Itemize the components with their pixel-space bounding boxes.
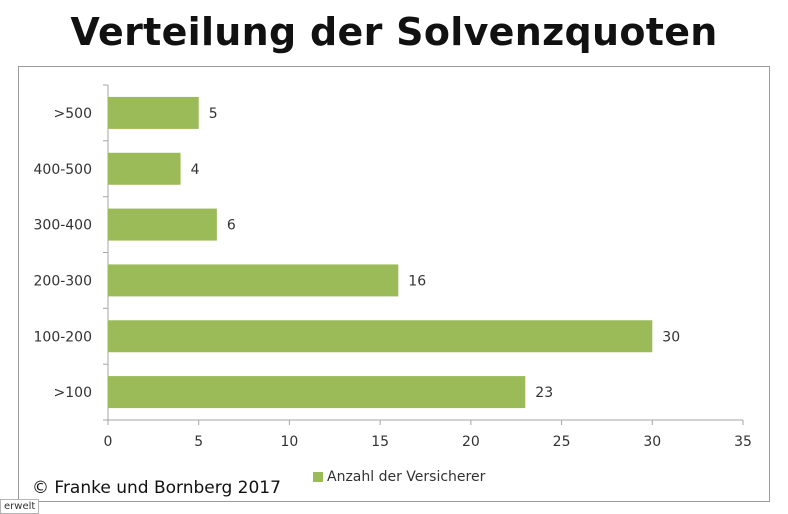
- legend: Anzahl der Versicherer: [313, 469, 485, 485]
- page-title: Verteilung der Solvenzquoten: [70, 10, 718, 54]
- x-tick-label: 15: [371, 434, 389, 450]
- data-label: 5: [209, 106, 218, 122]
- x-tick-label: 35: [734, 434, 752, 450]
- bar: [108, 96, 199, 129]
- category-label: >500: [54, 106, 92, 122]
- legend-swatch: [313, 472, 323, 482]
- x-tick-label: 30: [643, 434, 661, 450]
- x-tick-label: 20: [462, 434, 480, 450]
- copyright-note: © Franke und Bornberg 2017: [32, 478, 281, 498]
- source-tag[interactable]: erwelt: [0, 499, 40, 514]
- category-label: >100: [54, 385, 92, 401]
- bar: [108, 264, 399, 297]
- bar: [108, 208, 217, 241]
- data-label: 6: [227, 218, 236, 234]
- footnote-cut-off: [40, 506, 780, 513]
- bar: [108, 152, 181, 185]
- x-tick-label: 25: [553, 434, 571, 450]
- legend-label: Anzahl der Versicherer: [327, 469, 486, 485]
- data-label: 16: [408, 273, 426, 289]
- category-label: 100-200: [34, 329, 93, 345]
- data-label: 4: [191, 162, 200, 178]
- category-label: 200-300: [34, 273, 93, 289]
- x-tick-label: 5: [194, 434, 203, 450]
- category-label: 300-400: [34, 218, 93, 234]
- data-label: 23: [535, 385, 553, 401]
- bar: [108, 376, 526, 409]
- category-label: 400-500: [34, 162, 93, 178]
- x-tick-label: 10: [281, 434, 299, 450]
- data-label: 30: [662, 329, 680, 345]
- bar: [108, 320, 653, 353]
- x-tick-label: 0: [104, 434, 113, 450]
